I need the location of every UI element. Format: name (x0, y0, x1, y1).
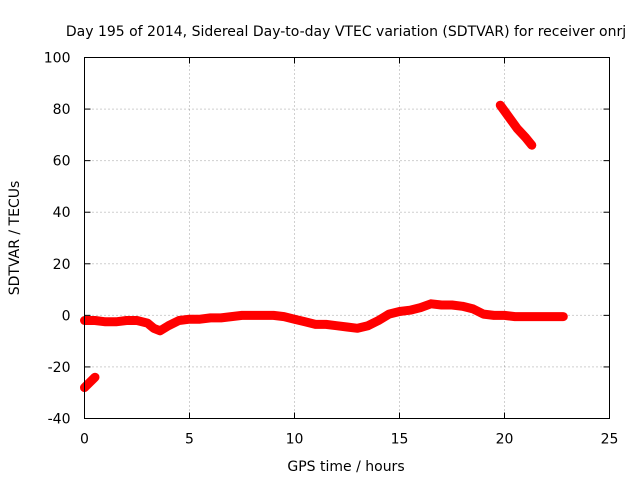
y-tick-label: 40 (53, 205, 71, 221)
y-tick-label: 60 (53, 154, 71, 170)
y-tick-label: 100 (44, 51, 71, 67)
y-tick-labels: -40 -20 0 20 40 60 80 100 (44, 51, 71, 428)
x-tick-label: 20 (496, 432, 514, 448)
y-tick-label: -40 (48, 412, 71, 428)
x-tick-label: 15 (391, 432, 409, 448)
x-tick-label: 5 (185, 432, 194, 448)
series-line-segment-1 (80, 372, 100, 393)
chart-title: Day 195 of 2014, Sidereal Day-to-day VTE… (66, 24, 626, 40)
axis-ticks (84, 57, 610, 419)
y-tick-label: -20 (48, 360, 71, 376)
x-tick-label: 25 (601, 432, 619, 448)
x-tick-label: 0 (80, 432, 89, 448)
x-tick-labels: 0 5 10 15 20 25 (80, 432, 618, 448)
grid-lines (84, 57, 610, 419)
y-tick-label: 20 (53, 257, 71, 273)
plot-frame (84, 57, 610, 419)
series-line-segment-3 (495, 100, 537, 150)
y-tick-label: 0 (62, 308, 71, 324)
series-line-segment-2 (80, 299, 568, 336)
y-tick-label: 80 (53, 102, 71, 118)
y-axis-label: SDTVAR / TECUs (7, 181, 23, 296)
x-tick-label: 10 (286, 432, 304, 448)
x-axis-label: GPS time / hours (287, 459, 404, 475)
plot-series (80, 100, 568, 393)
